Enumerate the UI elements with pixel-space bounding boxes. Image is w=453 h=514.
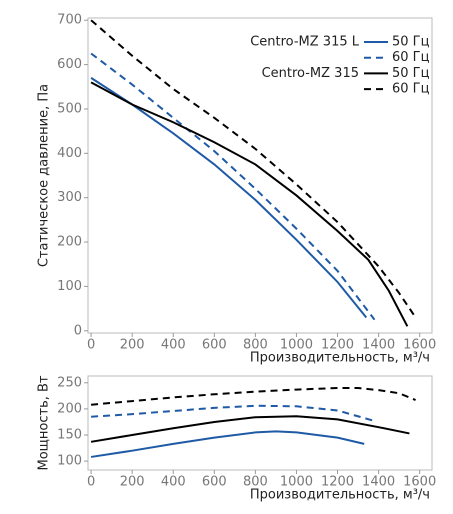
y-tick-label: 200 (57, 401, 82, 416)
series-line (90, 77, 368, 319)
plot-frame (87, 375, 433, 471)
series-line (90, 415, 410, 443)
y-tick-label: 300 (57, 190, 82, 205)
y-tick-label: 250 (57, 375, 82, 390)
y-tick-label: 100 (57, 279, 82, 294)
x-axis-label: Производительность, м³/ч (250, 488, 430, 503)
y-tick-label: 200 (57, 235, 82, 250)
x-tick-label: 0 (87, 475, 95, 490)
y-tick-label: 500 (57, 101, 82, 116)
legend-group-label: Centro-MZ 315 (262, 66, 359, 81)
x-tick-label: 200 (120, 338, 145, 353)
series-line (90, 19, 417, 319)
x-tick-label: 1400 (362, 338, 395, 353)
x-tick-label: 800 (243, 475, 268, 490)
x-tick-label: 1400 (362, 475, 395, 490)
legend-label: 60 Гц (392, 50, 430, 65)
y-tick-label: 150 (57, 428, 82, 443)
legend-label: 50 Гц (392, 66, 430, 81)
x-tick-label: 1600 (403, 338, 436, 353)
series-line (90, 430, 365, 458)
y-tick-label: 600 (57, 57, 82, 72)
x-tick-label: 400 (161, 475, 186, 490)
series-line (91, 404, 373, 422)
x-axis-label: Производительность, м³/ч (250, 351, 430, 366)
y-axis-label: Мощность, Вт (37, 375, 52, 470)
plot-frame (87, 17, 433, 334)
x-tick-label: 600 (202, 338, 227, 353)
y-tick-label: 100 (57, 454, 82, 469)
x-tick-label: 1000 (280, 475, 313, 490)
series-line (90, 81, 409, 327)
x-tick-label: 1000 (280, 338, 313, 353)
x-tick-label: 1200 (321, 475, 354, 490)
x-tick-label: 200 (120, 475, 145, 490)
x-tick-label: 0 (87, 338, 95, 353)
series-line (90, 387, 416, 406)
x-tick-label: 800 (243, 338, 268, 353)
y-tick-label: 400 (57, 146, 82, 161)
legend-label: 50 Гц (392, 35, 430, 50)
legend-group-label: Centro-MZ 315 L (250, 35, 360, 50)
legend-label: 60 Гц (392, 82, 430, 97)
y-axis-label: Статическое давление, Па (37, 84, 52, 267)
y-tick-label: 0 (74, 323, 82, 338)
y-tick-label: 700 (57, 13, 82, 28)
x-tick-label: 600 (202, 475, 227, 490)
x-tick-label: 400 (161, 338, 186, 353)
series-line (90, 52, 376, 321)
x-tick-label: 1600 (403, 475, 436, 490)
x-tick-label: 1200 (321, 338, 354, 353)
